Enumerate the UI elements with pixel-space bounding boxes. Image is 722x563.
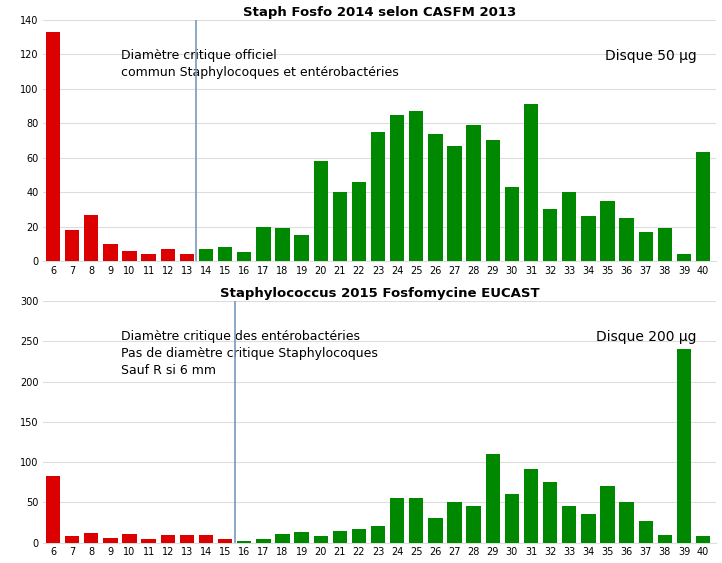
Bar — [275, 229, 290, 261]
Bar — [600, 201, 614, 261]
Bar — [562, 192, 576, 261]
Bar — [428, 519, 443, 543]
Bar — [199, 249, 213, 261]
Bar — [466, 125, 481, 261]
Bar — [677, 350, 691, 543]
Bar — [677, 254, 691, 261]
Bar — [390, 498, 404, 543]
Bar — [543, 209, 557, 261]
Bar — [428, 133, 443, 261]
Bar — [409, 111, 424, 261]
Bar — [333, 531, 347, 543]
Bar — [65, 230, 79, 261]
Bar — [505, 494, 519, 543]
Bar — [275, 534, 290, 543]
Text: Diamètre critique des entérobactéries
Pas de diamètre critique Staphylocoques
Sa: Diamètre critique des entérobactéries Pa… — [121, 330, 378, 377]
Bar — [562, 506, 576, 543]
Bar — [543, 482, 557, 543]
Bar — [600, 486, 614, 543]
Bar — [352, 182, 366, 261]
Bar — [409, 498, 424, 543]
Bar — [295, 532, 309, 543]
Bar — [313, 161, 328, 261]
Bar — [581, 216, 596, 261]
Bar — [122, 251, 136, 261]
Bar — [448, 146, 461, 261]
Bar — [84, 215, 98, 261]
Bar — [218, 539, 232, 543]
Bar — [696, 153, 710, 261]
Bar — [256, 539, 271, 543]
Bar — [486, 454, 500, 543]
Bar — [237, 541, 251, 543]
Bar — [295, 235, 309, 261]
Bar — [333, 192, 347, 261]
Bar — [466, 506, 481, 543]
Bar — [524, 468, 538, 543]
Bar — [46, 476, 60, 543]
Bar — [486, 140, 500, 261]
Bar — [237, 252, 251, 261]
Bar — [638, 232, 653, 261]
Bar — [524, 104, 538, 261]
Bar — [658, 535, 672, 543]
Bar — [160, 249, 175, 261]
Bar — [84, 533, 98, 543]
Text: Disque 200 μg: Disque 200 μg — [596, 330, 696, 344]
Bar — [658, 229, 672, 261]
Bar — [390, 114, 404, 261]
Bar — [103, 244, 118, 261]
Bar — [505, 187, 519, 261]
Bar — [180, 254, 194, 261]
Bar — [180, 535, 194, 543]
Bar — [371, 132, 386, 261]
Text: Diamètre critique officiel
commun Staphylocoques et entérobactéries: Diamètre critique officiel commun Staphy… — [121, 48, 399, 79]
Bar — [619, 218, 634, 261]
Bar — [371, 526, 386, 543]
Bar — [142, 254, 156, 261]
Bar — [581, 515, 596, 543]
Bar — [199, 535, 213, 543]
Title: Staph Fosfo 2014 selon CASFM 2013: Staph Fosfo 2014 selon CASFM 2013 — [243, 6, 516, 19]
Bar — [160, 535, 175, 543]
Bar — [313, 536, 328, 543]
Bar — [256, 226, 271, 261]
Title: Staphylococcus 2015 Fosfomycine EUCAST: Staphylococcus 2015 Fosfomycine EUCAST — [220, 287, 540, 300]
Bar — [46, 32, 60, 261]
Bar — [619, 502, 634, 543]
Bar — [65, 536, 79, 543]
Bar — [638, 521, 653, 543]
Bar — [103, 538, 118, 543]
Bar — [352, 529, 366, 543]
Bar — [448, 502, 461, 543]
Bar — [142, 539, 156, 543]
Text: Disque 50 μg: Disque 50 μg — [604, 48, 696, 62]
Bar — [122, 534, 136, 543]
Bar — [696, 536, 710, 543]
Bar — [218, 247, 232, 261]
